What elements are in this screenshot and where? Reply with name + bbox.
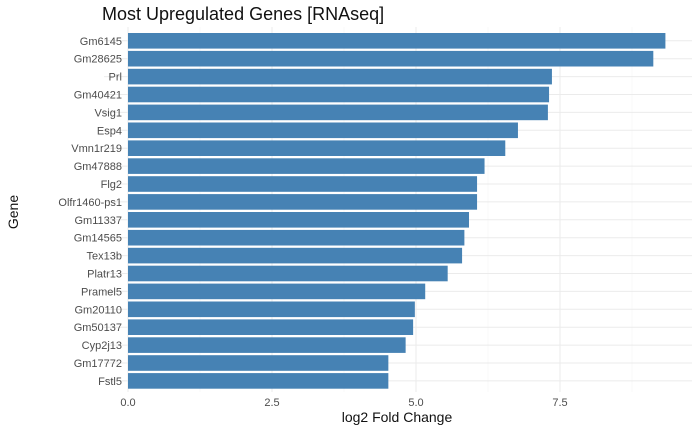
bar-olfr1460-ps1 (128, 194, 478, 210)
y-axis-title: Gene (5, 195, 21, 229)
bars (128, 33, 666, 389)
bar-esp4 (128, 122, 518, 139)
bar-fstl5 (128, 373, 389, 389)
bar-vmn1r219 (128, 140, 506, 156)
x-tick-labels: 0.0 2.5 5.0 7.5 (120, 397, 567, 409)
y-tick-label: Gm14565 (74, 233, 122, 245)
bar-gm14565 (128, 229, 465, 246)
bar-gm28625 (128, 50, 654, 67)
y-tick-label: Pramel5 (81, 286, 122, 298)
y-tick-label: Prl (109, 72, 122, 84)
y-tick-label: Fstl5 (98, 376, 122, 388)
y-tick-label: Gm50137 (74, 322, 122, 334)
x-tick-label: 2.5 (264, 397, 279, 409)
bar-prl (128, 68, 552, 85)
y-tick-label: Gm11337 (75, 215, 123, 227)
x-tick-label: 0.0 (120, 397, 135, 409)
bar-gm6145 (128, 33, 666, 49)
y-tick-label: Gm40421 (74, 90, 122, 102)
y-tick-label: Gm6145 (80, 36, 122, 48)
bar-vsig1 (128, 104, 548, 121)
x-tick-label: 5.0 (408, 397, 423, 409)
y-tick-label: Gm47888 (74, 161, 122, 173)
bar-gm17772 (128, 355, 389, 371)
y-tick-label: Gm28625 (74, 54, 122, 66)
y-tick-label: Tex13b (87, 251, 122, 263)
x-tick-label: 7.5 (552, 397, 567, 409)
bar-gm50137 (128, 319, 414, 335)
bar-pramel5 (128, 283, 426, 300)
y-tick-label: Esp4 (97, 125, 122, 137)
y-tick-label: Olfr1460-ps1 (58, 197, 122, 209)
bar-platr13 (128, 265, 448, 282)
bar-gm11337 (128, 212, 469, 228)
x-axis-title: log2 Fold Change (342, 409, 453, 425)
bar-flg2 (128, 176, 478, 192)
y-tick-label: Vmn1r219 (71, 143, 122, 155)
y-tick-label: Flg2 (101, 179, 122, 191)
bar-tex13b (128, 247, 463, 264)
bar-gm20110 (128, 301, 415, 318)
y-tick-label: Gm17772 (74, 358, 122, 370)
y-tick-label: Gm20110 (75, 304, 123, 316)
y-tick-label: Platr13 (87, 269, 122, 281)
chart-title: Most Upregulated Genes [RNAseq] (102, 4, 385, 24)
bar-gm40421 (128, 86, 550, 103)
bar-gm47888 (128, 158, 485, 174)
y-tick-label: Vsig1 (94, 107, 122, 119)
y-tick-label: Cyp2j13 (82, 340, 122, 352)
bar-cyp2j13 (128, 337, 406, 353)
y-tick-labels: Gm6145 Gm28625 Prl Gm40421 Vsig1 Esp4 Vmn1r219… (58, 36, 122, 388)
